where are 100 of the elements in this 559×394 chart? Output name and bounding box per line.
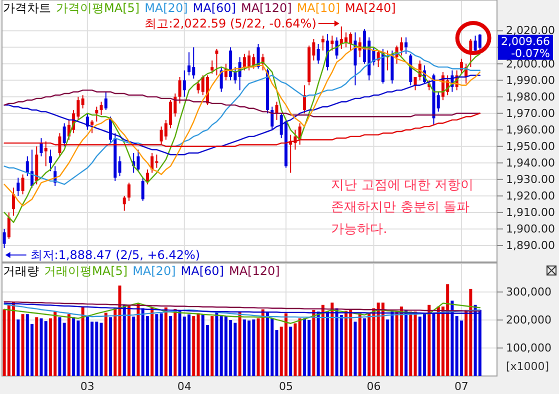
bar <box>210 316 214 376</box>
bar <box>122 304 126 376</box>
candlestick <box>127 182 130 202</box>
bar <box>16 319 20 376</box>
bar <box>136 303 140 376</box>
annotation: 최저:1,888.47 (2/5, +6.42%) <box>30 248 200 262</box>
candlestick <box>220 66 223 92</box>
bar <box>127 304 130 376</box>
bar <box>409 312 412 376</box>
candlestick <box>122 195 126 212</box>
bar <box>358 313 362 376</box>
bar <box>164 307 168 376</box>
candlestick <box>196 80 200 94</box>
candlestick <box>436 91 440 112</box>
bar <box>72 317 76 376</box>
y-tick-label: 1,910.00 <box>506 206 555 219</box>
y-tick-label: 1,980.00 <box>506 90 555 104</box>
bar <box>261 309 264 376</box>
candlestick <box>321 35 324 52</box>
bar <box>298 318 302 376</box>
bar <box>174 309 177 376</box>
text: [x1000] <box>506 360 550 373</box>
y-tick-label: 1,930.00 <box>506 172 555 186</box>
candlestick <box>414 76 417 91</box>
y-tick-label: 1,990.00 <box>506 74 555 87</box>
candlestick <box>275 101 278 120</box>
bar <box>316 312 320 376</box>
text: 가격이평MA[5] <box>56 1 140 15</box>
text: 거래이평MA[5] <box>44 264 128 278</box>
bar <box>104 312 108 376</box>
text: MA[20] <box>132 264 176 278</box>
bar <box>266 312 270 376</box>
candlestick <box>40 138 43 157</box>
y-tick-label: 300,000 <box>506 286 552 298</box>
bar <box>67 314 70 376</box>
candlestick <box>21 174 24 195</box>
y-tick-label: 1,940.00 <box>506 156 555 170</box>
x-tick-label: 07 <box>454 380 468 393</box>
bar <box>362 318 366 376</box>
bar <box>155 314 158 376</box>
y-tick-label: 2,000.00 <box>506 57 555 70</box>
text: MA[60] <box>192 1 236 15</box>
text: 2,009.66 -0.07% <box>501 34 550 60</box>
candlestick <box>316 43 320 64</box>
bar <box>354 322 357 376</box>
candlestick <box>90 119 94 134</box>
bar <box>40 318 43 376</box>
y-tick-label: 2,020.00 <box>506 24 555 38</box>
line-series <box>4 302 481 324</box>
candlestick <box>400 36 403 56</box>
line-series <box>4 304 481 318</box>
text: MA[10] <box>296 1 340 15</box>
x-tick-label: 03 <box>80 380 94 393</box>
bar <box>432 312 436 376</box>
annotation: 지난 고점에 대한 저항이 존재하지만 충분히 돌파 가능하다. <box>331 178 474 237</box>
chart-title: 거래량 <box>3 264 39 278</box>
candlestick <box>12 187 16 216</box>
candlestick <box>141 177 144 202</box>
text: MA[240] <box>345 1 396 15</box>
bar <box>44 321 48 376</box>
bar <box>381 302 384 376</box>
bar <box>321 304 324 376</box>
chart-title: 가격차트 <box>3 1 51 15</box>
text: MA[60] <box>180 264 224 278</box>
x-tick-label: 04 <box>177 380 192 393</box>
bar <box>450 300 454 376</box>
bar <box>58 317 62 376</box>
candlestick <box>188 52 191 76</box>
bar <box>330 302 334 376</box>
bar <box>35 317 38 376</box>
text: MA[120] <box>240 1 292 15</box>
candlestick <box>81 94 84 109</box>
candlestick <box>210 60 214 74</box>
text: MA[120] <box>228 264 280 278</box>
bar <box>294 323 297 376</box>
bar <box>21 314 24 376</box>
y-tick-label: 100,000 <box>506 342 552 354</box>
bar <box>326 312 330 376</box>
candlestick <box>146 168 149 185</box>
candlestick <box>178 76 182 104</box>
bar <box>215 312 218 376</box>
y-tick-label: 1,960.00 <box>506 123 555 136</box>
candlestick <box>104 91 108 111</box>
bar <box>100 322 103 376</box>
bar <box>81 307 84 376</box>
text: MA[20] <box>144 1 188 15</box>
candlestick <box>302 84 306 114</box>
bar <box>414 312 417 376</box>
bar <box>284 313 288 376</box>
candlestick <box>16 177 20 196</box>
y-tick-label: 1,900.00 <box>506 222 555 236</box>
bar <box>238 312 242 376</box>
candlestick <box>215 48 218 76</box>
candlestick <box>2 228 6 249</box>
candlestick <box>404 36 408 54</box>
bar <box>289 326 292 376</box>
y-tick-label: 1,890.00 <box>506 238 555 252</box>
y-tick-label: 1,920.00 <box>506 189 555 202</box>
bar <box>428 304 431 376</box>
candlestick <box>62 122 66 147</box>
